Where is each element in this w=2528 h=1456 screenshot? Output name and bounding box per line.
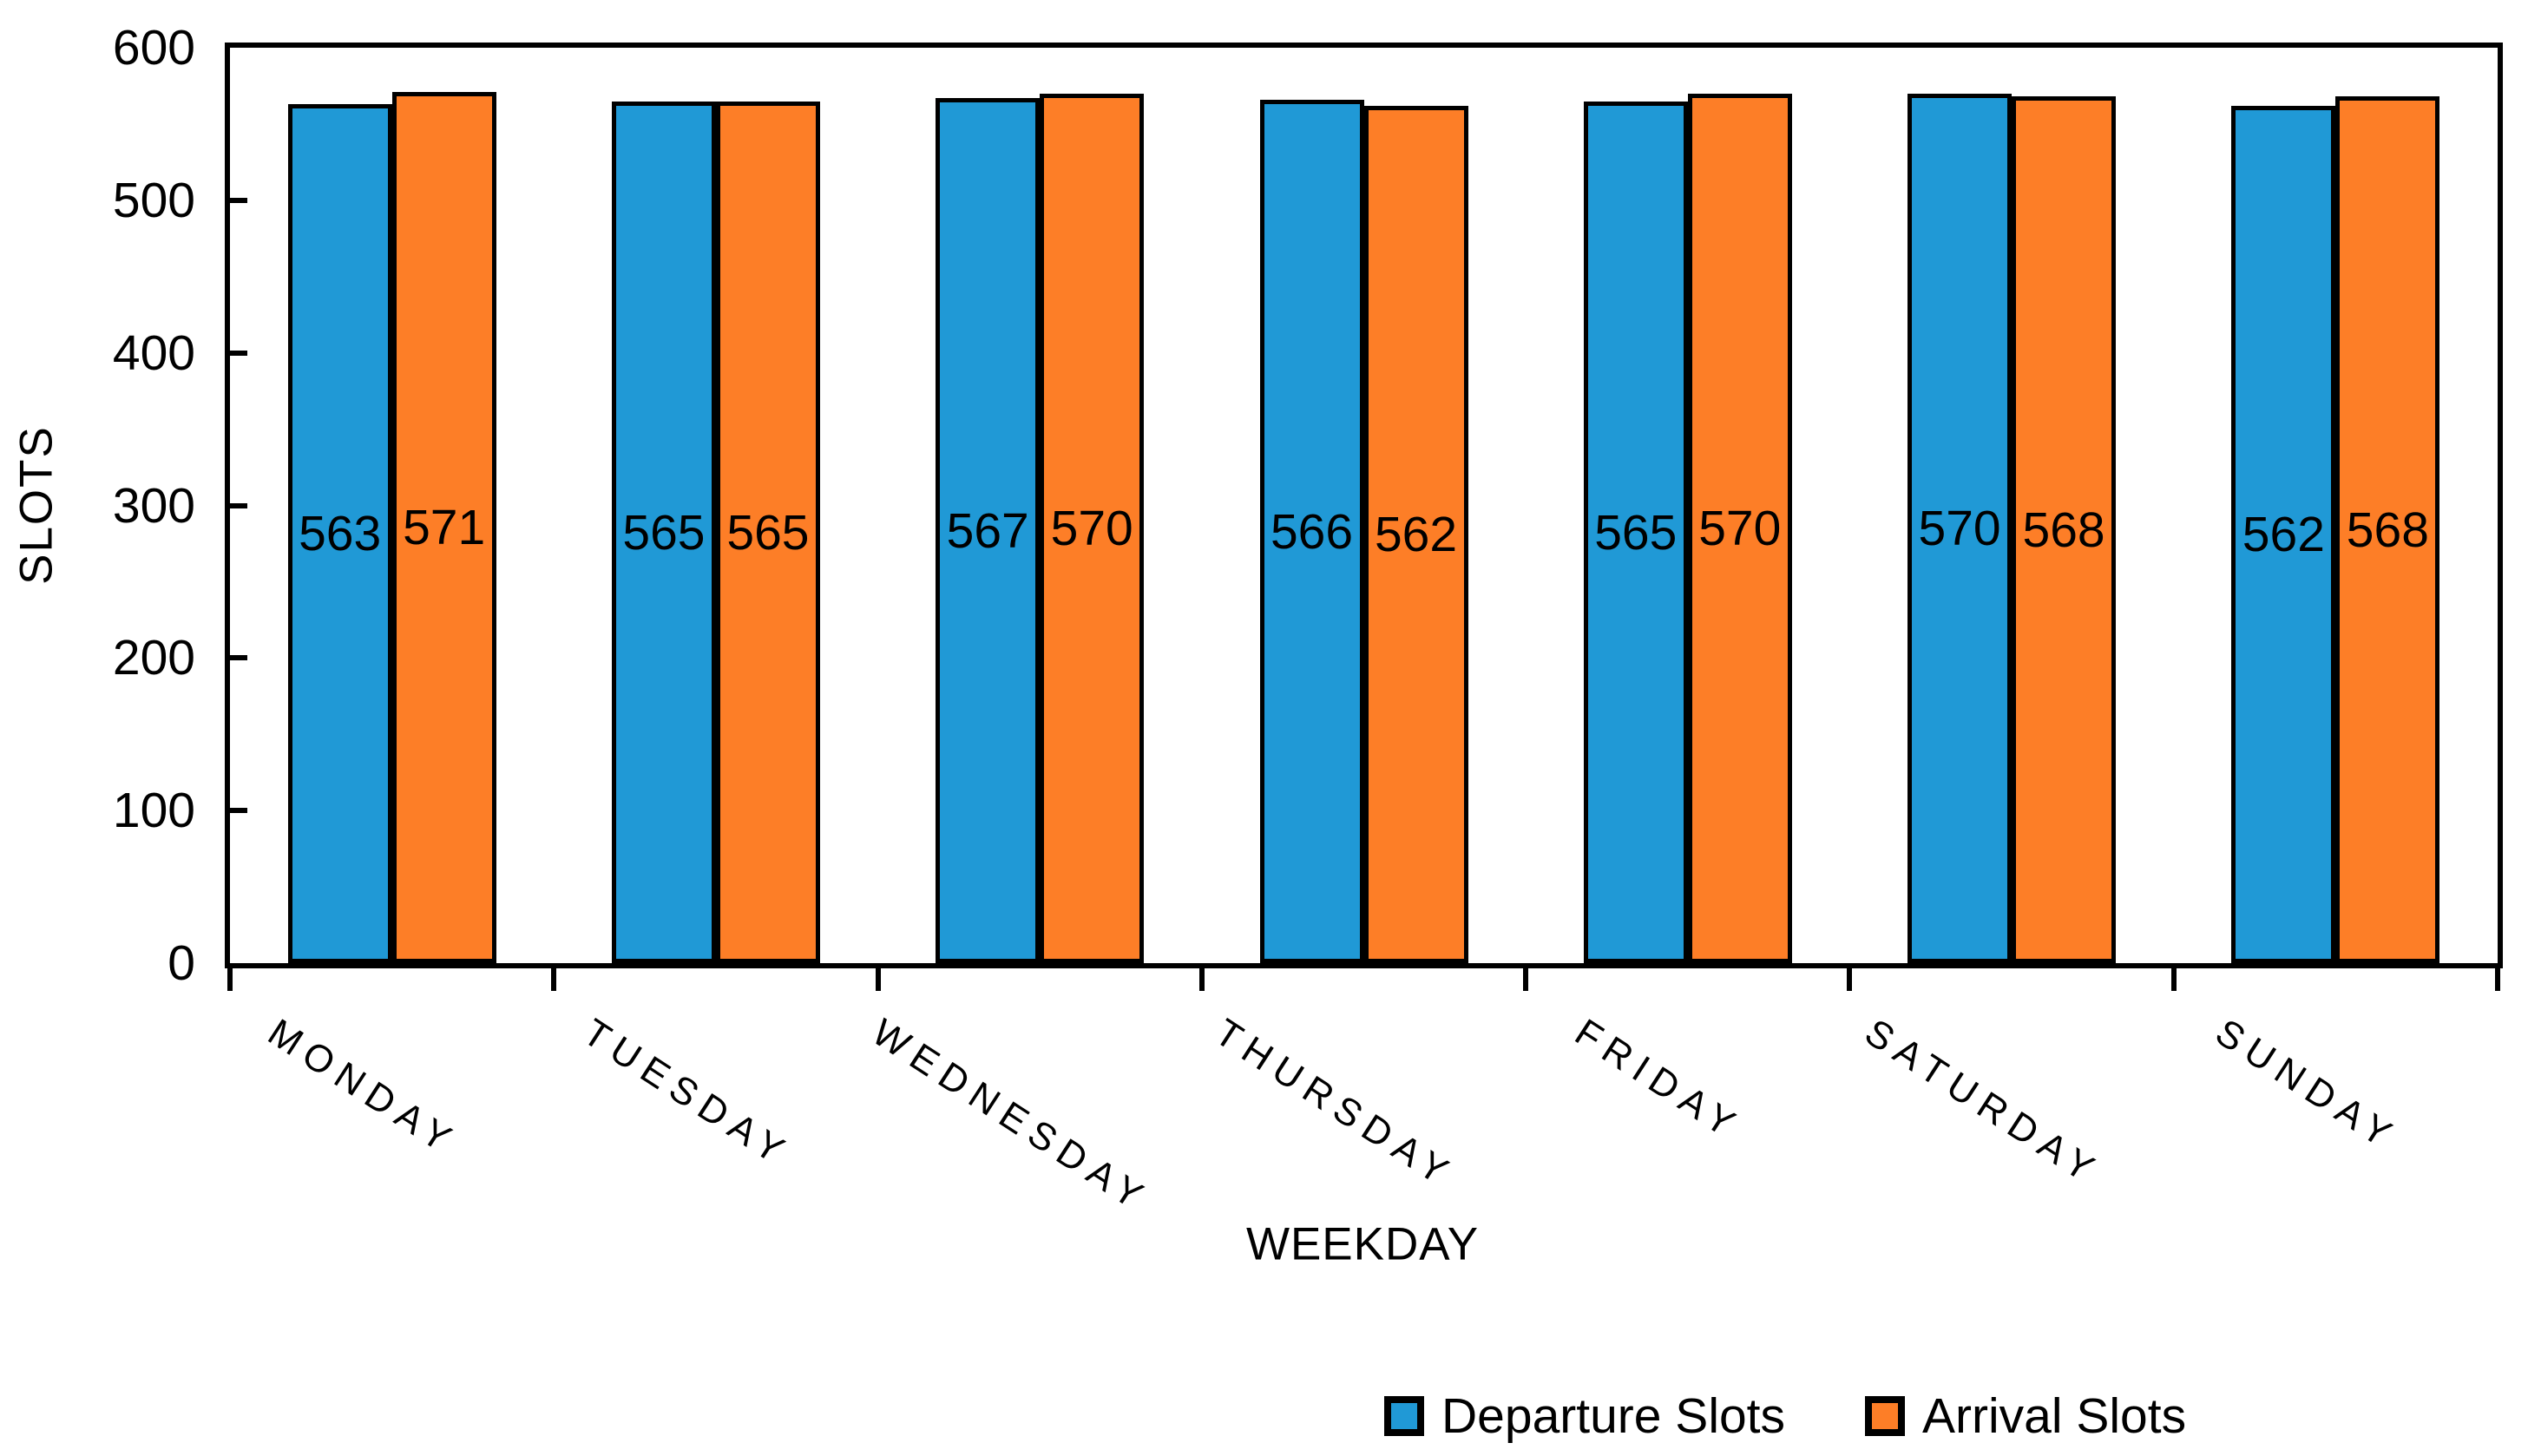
x-axis-title-text: WEEKDAY — [1245, 1218, 1480, 1270]
y-tick-label: 100 — [112, 783, 195, 839]
x-tick-mark — [1198, 967, 1205, 991]
bar-value-label: 568 — [2346, 502, 2429, 558]
y-tick-label: 300 — [112, 477, 195, 534]
y-tick-label: 500 — [112, 172, 195, 228]
x-category-label: TUESDAY — [575, 1011, 799, 1177]
bar-value-label: 565 — [622, 504, 706, 561]
bar-arrival-slots: 571 — [391, 92, 496, 963]
x-category-label: MONDAY — [260, 1011, 466, 1165]
bar-value-label: 570 — [1698, 501, 1782, 556]
plot-area-border — [225, 43, 2503, 968]
bar-departure-slots: 567 — [936, 98, 1041, 963]
bar-departure-slots: 563 — [287, 104, 392, 963]
bar-arrival-slots: 562 — [1363, 106, 1468, 963]
bar-departure-slots: 565 — [1583, 102, 1688, 963]
bar-value-label: 562 — [2242, 507, 2325, 562]
bar-value-label: 563 — [299, 506, 382, 561]
x-category-label: THURSDAY — [1207, 1011, 1463, 1197]
legend-label: Arrival Slots — [1922, 1388, 2187, 1444]
y-tick-mark — [230, 655, 247, 661]
bar-arrival-slots: 570 — [1040, 94, 1145, 963]
bar-value-label: 565 — [726, 504, 810, 561]
x-tick-mark — [2170, 967, 2177, 991]
x-tick-mark — [2495, 967, 2500, 991]
legend-swatch — [1384, 1396, 1424, 1436]
y-tick-mark — [230, 350, 247, 356]
bar-departure-slots: 565 — [611, 102, 716, 963]
x-category-label: SATURDAY — [1857, 1011, 2109, 1195]
bar-value-label: 562 — [1374, 507, 1458, 562]
y-tick-mark — [230, 502, 247, 508]
legend-item: Arrival Slots — [1865, 1387, 2186, 1445]
legend-swatch — [1865, 1396, 1906, 1436]
bar-value-label: 570 — [1918, 501, 2001, 556]
bar-arrival-slots: 570 — [1687, 94, 1792, 963]
bar-value-label: 567 — [946, 502, 1029, 559]
y-axis-title-text: SLOTS — [10, 425, 62, 585]
bar-value-label: 566 — [1270, 503, 1354, 560]
bar-value-label: 568 — [2022, 502, 2105, 558]
bar-arrival-slots: 568 — [2335, 96, 2440, 963]
y-tick-label: 200 — [112, 630, 195, 686]
y-tick-label: 600 — [112, 20, 195, 75]
x-tick-mark — [875, 967, 881, 991]
x-tick-mark — [1523, 967, 1529, 991]
x-tick-mark — [227, 967, 233, 991]
legend-item: Departure Slots — [1384, 1387, 1785, 1445]
bar-value-label: 571 — [403, 500, 486, 555]
y-tick-label: 0 — [167, 935, 195, 991]
y-tick-mark — [230, 808, 247, 814]
bar-departure-slots: 570 — [1907, 94, 2013, 963]
y-tick-label: 400 — [112, 325, 195, 381]
y-tick-mark — [230, 197, 247, 203]
x-tick-mark — [551, 967, 557, 991]
x-category-label: SUNDAY — [2208, 1011, 2407, 1160]
bar-arrival-slots: 565 — [715, 102, 820, 963]
legend-label: Departure Slots — [1441, 1388, 1786, 1444]
x-tick-mark — [1847, 967, 1853, 991]
x-category-label: FRIDAY — [1567, 1011, 1750, 1150]
x-category-label: WEDNESDAY — [864, 1011, 1158, 1222]
bar-departure-slots: 566 — [1259, 100, 1364, 963]
bar-value-label: 570 — [1050, 501, 1133, 556]
bar-arrival-slots: 568 — [2012, 96, 2117, 963]
bar-departure-slots: 562 — [2231, 106, 2336, 963]
bar-value-label: 565 — [1594, 504, 1678, 561]
